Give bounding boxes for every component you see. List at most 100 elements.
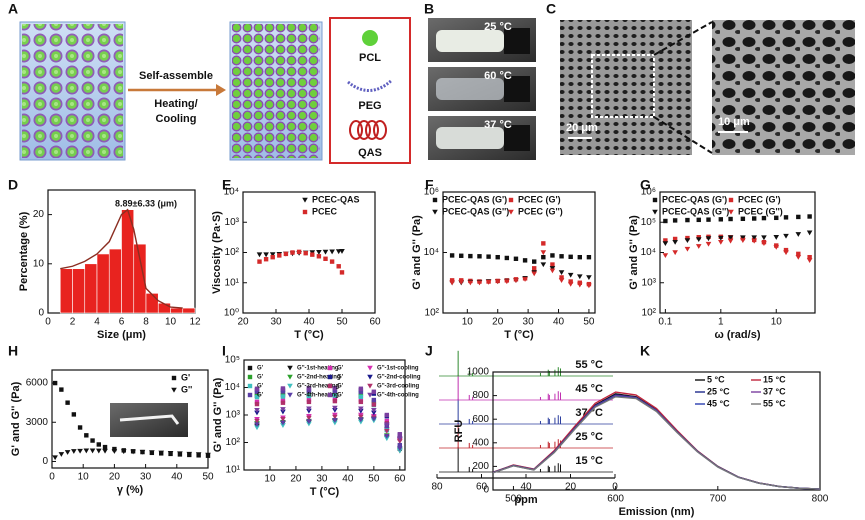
legend-label: G''-3rd-heating xyxy=(297,384,340,390)
y-tick-label: 400 xyxy=(472,437,489,448)
data-point xyxy=(280,407,286,412)
arrow-label: Self-assemble xyxy=(139,70,213,82)
data-point xyxy=(84,433,89,438)
data-point xyxy=(550,262,555,267)
data-point xyxy=(254,386,260,391)
data-point xyxy=(120,449,127,455)
legend-label: PCEC (G'') xyxy=(518,206,563,216)
y-axis-label: G' and G'' (Pa) xyxy=(628,215,640,290)
data-point xyxy=(332,398,338,404)
legend-marker xyxy=(728,209,734,215)
trace-label: 45 °C xyxy=(575,383,603,395)
data-point xyxy=(540,262,547,268)
data-point xyxy=(783,250,789,256)
x-tick-label: 0 xyxy=(45,317,51,328)
assembled-micelles xyxy=(232,24,320,158)
data-point xyxy=(672,236,678,242)
data-point xyxy=(111,449,118,454)
legend-box xyxy=(329,17,411,164)
bar xyxy=(133,243,147,314)
data-point xyxy=(358,394,364,399)
data-point xyxy=(706,217,711,222)
data-point xyxy=(280,386,286,391)
data-point xyxy=(397,436,403,442)
data-point xyxy=(807,214,812,219)
y-tick-label: 10³ xyxy=(225,217,240,228)
x-tick-label: 40 xyxy=(171,472,183,483)
data-point xyxy=(718,217,724,222)
x-tick-label: 20 xyxy=(565,482,577,493)
data-point xyxy=(449,280,455,286)
data-point xyxy=(494,279,501,285)
data-point xyxy=(476,280,483,286)
legend-marker xyxy=(287,374,293,380)
y-tick-label: 10² xyxy=(425,308,440,319)
data-point xyxy=(149,450,155,456)
legend-label: G' xyxy=(257,375,264,381)
data-point xyxy=(586,283,592,289)
y-tick-label: 1000 xyxy=(467,367,490,378)
data-point xyxy=(384,412,390,418)
data-point xyxy=(486,254,491,259)
y-axis-label: G' and G'' (Pa) xyxy=(212,377,224,452)
x-tick-label: 12 xyxy=(189,317,201,328)
y-tick-label: 10³ xyxy=(226,410,241,421)
x-tick-label: 1 xyxy=(718,317,724,328)
data-point xyxy=(339,249,345,254)
legend-label: 5 °C xyxy=(707,374,725,384)
sem-image-zoom xyxy=(712,20,855,155)
data-point xyxy=(783,233,789,239)
data-point xyxy=(371,416,377,422)
data-point xyxy=(663,218,668,224)
data-point xyxy=(795,254,802,260)
data-point xyxy=(89,448,96,454)
x-tick-label: 60 xyxy=(476,482,488,493)
data-point xyxy=(558,270,565,275)
data-point xyxy=(740,235,746,241)
x-axis-label: Emission (nm) xyxy=(619,506,695,518)
zoom-region xyxy=(591,54,655,118)
data-point xyxy=(280,400,286,405)
data-point xyxy=(795,232,802,237)
data-point xyxy=(796,251,801,257)
data-point xyxy=(77,425,83,430)
data-point xyxy=(306,386,312,391)
annotation: 8.89±6.33 (μm) xyxy=(115,198,177,208)
legend-label: G' xyxy=(337,393,344,399)
x-tick-label: 30 xyxy=(316,474,328,485)
data-point xyxy=(568,279,573,284)
data-point xyxy=(751,235,757,241)
legend-marker xyxy=(247,365,253,371)
y-tick-label: 10¹ xyxy=(226,465,241,476)
y-tick-label: 10⁴ xyxy=(641,247,656,258)
legend-label: PCL xyxy=(359,52,381,64)
data-point xyxy=(807,254,812,260)
data-point xyxy=(316,250,322,255)
y-tick-label: 10⁴ xyxy=(424,247,439,258)
y-tick-label: 0 xyxy=(42,456,48,467)
data-point xyxy=(449,278,455,283)
y-tick-label: 10² xyxy=(226,437,241,448)
vial xyxy=(436,30,504,52)
x-tick-label: 50 xyxy=(336,317,348,328)
legend-marker xyxy=(367,365,373,371)
data-point xyxy=(332,405,338,411)
data-point xyxy=(550,253,555,258)
data-point xyxy=(783,247,789,253)
data-point xyxy=(384,428,390,434)
data-point xyxy=(540,250,547,256)
arrow-sublabel: Cooling xyxy=(156,113,197,125)
legend-marker xyxy=(302,209,308,215)
data-point xyxy=(358,417,364,423)
data-point xyxy=(112,446,117,452)
inset-photo xyxy=(110,403,188,437)
data-point xyxy=(751,216,757,221)
legend-label: G' xyxy=(181,372,190,382)
legend-label: PEG xyxy=(358,100,381,112)
y-tick-label: 0 xyxy=(483,485,489,496)
x-tick-label: 800 xyxy=(812,494,829,505)
temperature-label: 37 °C xyxy=(484,119,512,131)
sem-image xyxy=(560,20,692,155)
y-tick-label: 200 xyxy=(472,461,489,472)
y-tick-label: 10⁴ xyxy=(224,187,239,198)
